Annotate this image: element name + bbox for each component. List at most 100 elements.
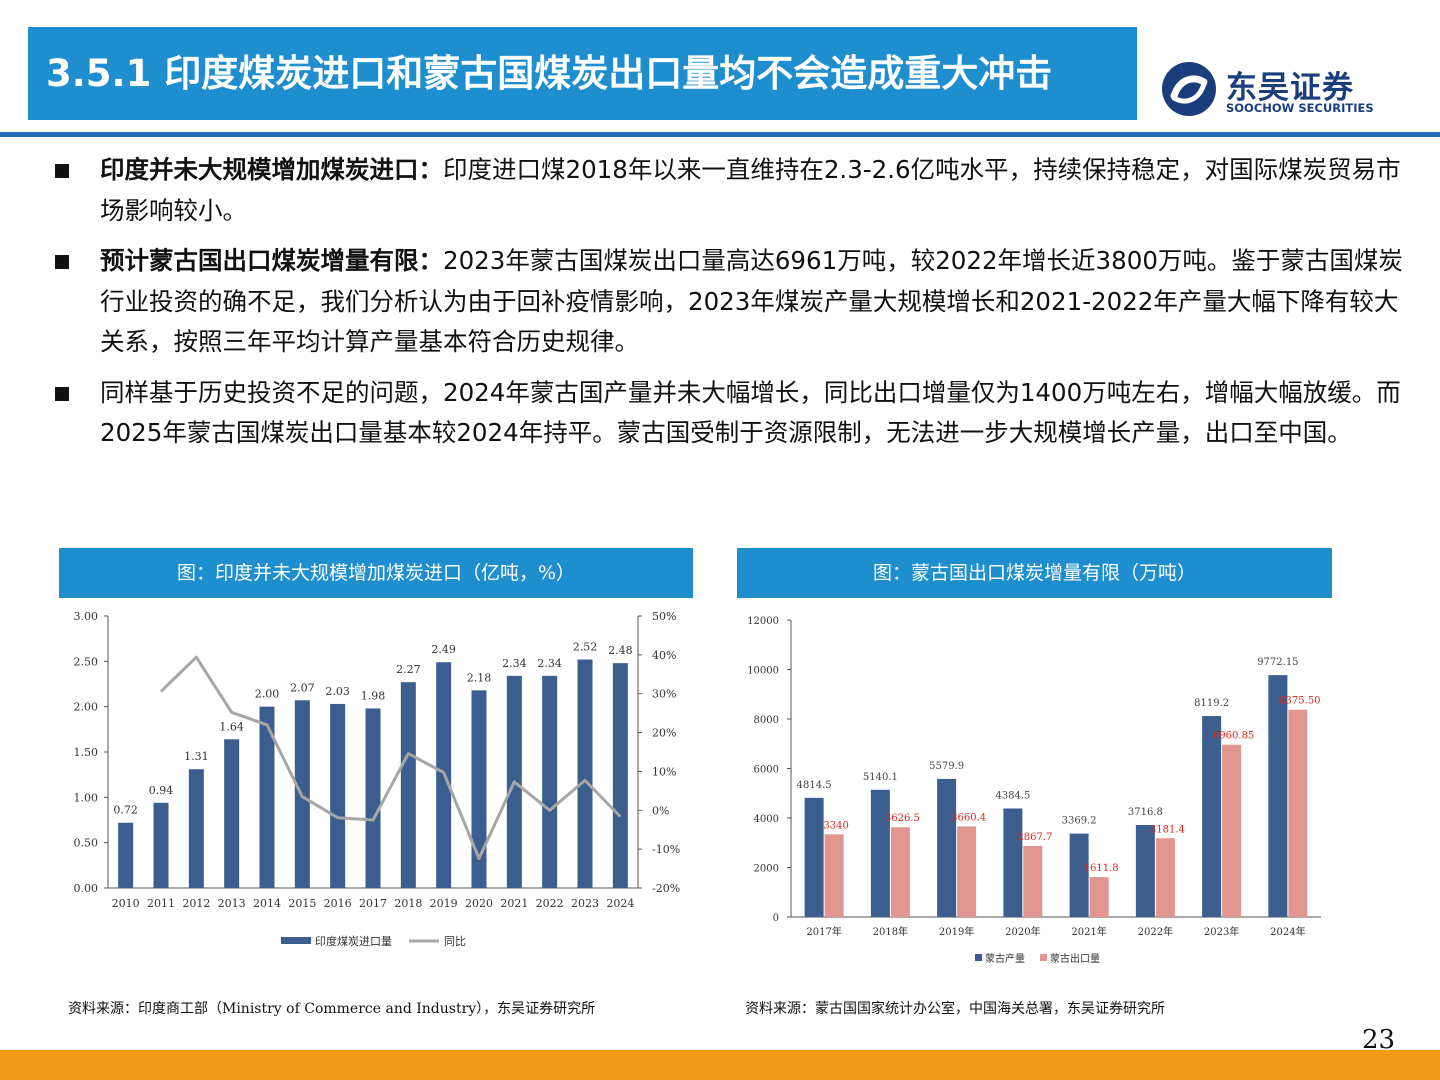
y-tick-label: 4000 — [754, 814, 779, 825]
bullet-item: 印度并未大规模增加煤炭进口：印度进口煤2018年以来一直维持在2.3-2.6亿吨… — [55, 150, 1405, 231]
bar-data-label-production: 4814.5 — [797, 780, 832, 791]
y-tick-label: 12000 — [747, 616, 779, 627]
x-tick-label: 2010 — [112, 897, 140, 910]
bar-india-import — [259, 706, 275, 888]
mongolia-coal-export-chart: 0 2000 4000 6000 8000 10000 12000 4814.5 3340 201… — [747, 616, 1321, 965]
left-y-tick-label: 0.50 — [74, 837, 99, 850]
bar-data-label-export: 3660.4 — [951, 812, 986, 823]
right-y-tick-label: 30% — [652, 688, 676, 701]
legend-label-yoy: 同比 — [444, 935, 466, 948]
bar-india-import — [330, 703, 346, 888]
bar-mongolia-production — [1003, 808, 1023, 917]
header-divider — [0, 132, 1440, 137]
bar-india-import — [224, 739, 240, 888]
y-tick-label: 8000 — [754, 715, 779, 726]
bar-data-label: 2.07 — [290, 681, 315, 694]
y-tick-label: 2000 — [754, 864, 779, 875]
x-tick-label: 2021 — [500, 897, 528, 910]
y-tick-label: 6000 — [754, 765, 779, 776]
x-tick-label: 2022年 — [1138, 925, 1173, 938]
y-tick-label: 0 — [773, 913, 779, 924]
right-chart-header: 图：蒙古国出口煤炭增量有限（万吨） — [737, 548, 1332, 598]
bar-india-import — [612, 663, 628, 888]
bar-mongolia-production — [870, 789, 890, 917]
india-coal-import-chart: 0.00 0.50 1.00 1.50 2.00 2.50 3.00 -20% -10% 0% 10… — [74, 610, 681, 948]
legend-label-import: 印度煤炭进口量 — [315, 934, 392, 948]
logo-chinese-name: 东吴证券 — [1226, 70, 1354, 106]
x-tick-label: 2017年 — [806, 925, 841, 938]
bar-data-label: 2.48 — [608, 644, 633, 657]
x-tick-label: 2011 — [147, 897, 175, 910]
title-bar: 3.5.1 印度煤炭进口和蒙古国煤炭出口量均不会造成重大冲击 — [28, 27, 1137, 120]
x-tick-label: 2024 — [606, 897, 634, 910]
bar-data-label-production: 9772.15 — [1257, 657, 1298, 668]
bar-mongolia-export — [1222, 744, 1242, 917]
right-y-tick-label: 10% — [652, 765, 676, 778]
bar-mongolia-production — [1202, 716, 1222, 917]
x-tick-label: 2015 — [288, 897, 316, 910]
x-tick-label: 2018年 — [873, 925, 908, 938]
bar-mongolia-export — [1089, 877, 1109, 917]
legend-swatch-production — [975, 954, 982, 961]
bar-data-label-export: 2867.7 — [1017, 832, 1052, 843]
bar-data-label: 2.00 — [255, 688, 280, 701]
company-logo: 东吴证券 SOOCHOW SECURITIES — [1160, 60, 1390, 120]
y-tick-label: 10000 — [747, 666, 779, 677]
bullet-list: 印度并未大规模增加煤炭进口：印度进口煤2018年以来一直维持在2.3-2.6亿吨… — [55, 150, 1405, 464]
bar-data-label-production: 4384.5 — [995, 790, 1030, 801]
bar-india-import — [118, 822, 134, 888]
bar-mongolia-export — [1023, 846, 1043, 917]
x-tick-label: 2013 — [218, 897, 246, 910]
bar-data-label-production: 5579.9 — [929, 761, 964, 772]
bar-mongolia-export — [1288, 709, 1308, 917]
left-y-tick-label: 2.00 — [74, 701, 99, 714]
soochow-logo-icon — [1162, 62, 1216, 116]
x-tick-label: 2024年 — [1270, 925, 1305, 938]
legend-swatch-export — [1040, 954, 1047, 961]
bullet-heading: 预计蒙古国出口煤炭增量有限： — [100, 246, 443, 275]
left-y-tick-label: 3.00 — [74, 610, 99, 623]
bar-data-label: 1.64 — [219, 720, 244, 733]
x-tick-label: 2017 — [359, 897, 387, 910]
x-tick-label: 2014 — [253, 897, 281, 910]
x-tick-label: 2022 — [536, 897, 564, 910]
bar-data-label-export: 8375.50 — [1279, 696, 1320, 707]
left-y-tick-label: 1.00 — [74, 791, 99, 804]
bar-data-label-production: 5140.1 — [863, 772, 898, 783]
bar-mongolia-export — [824, 834, 844, 917]
bullet-item: 同样基于历史投资不足的问题，2024年蒙古国产量并未大幅增长，同比出口增量仅为1… — [55, 373, 1405, 454]
line-yoy — [159, 655, 622, 860]
x-tick-label: 2023年 — [1204, 925, 1239, 938]
bar-india-import — [188, 769, 204, 888]
bullet-text: 印度进口煤2018年以来一直维持在2.3-2.6亿吨水平，持续保持稳定，对国际煤… — [100, 155, 1401, 225]
x-tick-label: 2023 — [571, 897, 599, 910]
x-tick-label: 2018 — [394, 897, 422, 910]
legend-label-production: 蒙古产量 — [985, 952, 1025, 965]
bar-data-label-export: 6960.85 — [1213, 731, 1254, 742]
page-title: 3.5.1 印度煤炭进口和蒙古国煤炭出口量均不会造成重大冲击 — [46, 52, 1053, 95]
bar-data-label: 1.98 — [361, 689, 386, 702]
bar-data-label: 0.72 — [113, 804, 137, 817]
left-chart-source: 资料来源：印度商工部（Ministry of Commerce and Indu… — [68, 1001, 596, 1017]
bar-mongolia-production — [1135, 825, 1155, 917]
left-y-tick-label: 1.50 — [74, 746, 99, 759]
logo-english-name: SOOCHOW SECURITIES — [1226, 101, 1374, 115]
bar-india-import — [577, 659, 593, 888]
bar-data-label-production: 3369.2 — [1062, 816, 1097, 827]
bar-data-label: 2.49 — [431, 643, 456, 656]
x-tick-label: 2016 — [324, 897, 352, 910]
bar-data-label-export: 3340 — [823, 820, 848, 831]
legend-swatch-import — [281, 937, 311, 944]
bar-data-label-production: 3716.8 — [1128, 807, 1163, 818]
bullet-square-icon — [55, 386, 69, 401]
bar-data-label: 2.18 — [467, 671, 492, 684]
bar-mongolia-export — [957, 826, 977, 917]
bar-data-label: 2.34 — [537, 657, 562, 670]
right-y-tick-label: -10% — [652, 843, 680, 856]
right-y-tick-label: 50% — [652, 610, 676, 623]
left-chart-header: 图：印度并未大规模增加煤炭进口（亿吨，%） — [59, 548, 693, 598]
bar-data-label: 1.31 — [184, 750, 209, 763]
bar-mongolia-export — [1155, 838, 1175, 917]
bullet-text: 2023年蒙古国煤炭出口量高达6961万吨，较2022年增长近3800万吨。鉴于… — [100, 246, 1403, 356]
legend-label-export: 蒙古出口量 — [1050, 952, 1100, 965]
